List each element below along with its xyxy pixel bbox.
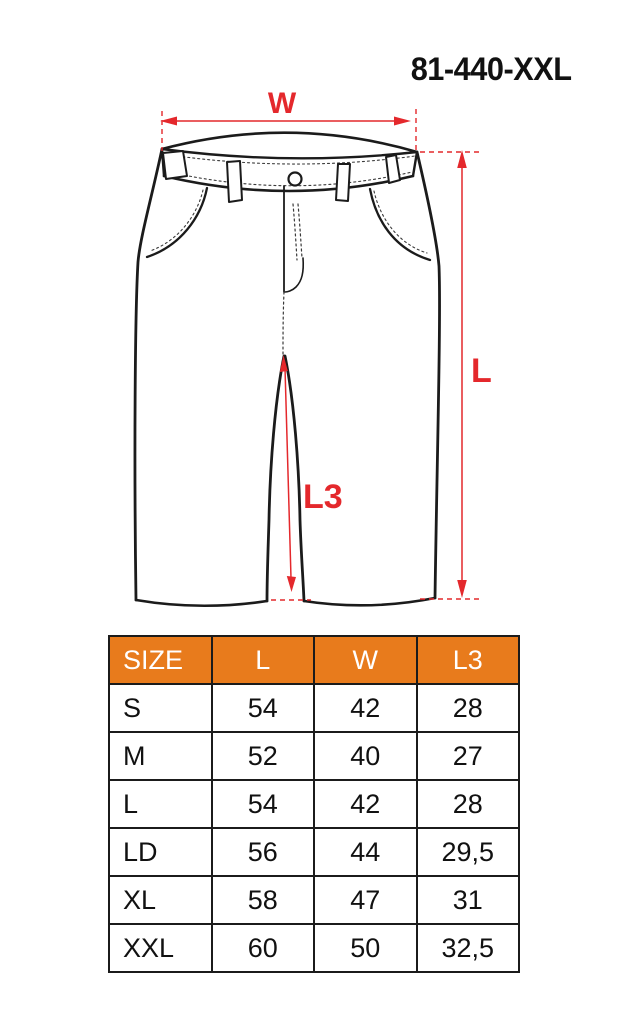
dimension-l-arrow [420, 150, 481, 600]
cell-w: 50 [313, 923, 418, 973]
cell-size: M [108, 731, 213, 781]
cell-l: 54 [210, 683, 315, 733]
dimension-w-arrow [160, 109, 417, 151]
size-table-header-w: W [313, 635, 418, 685]
size-table-container: SIZE L W L3 S 54 42 28 M 52 40 27 [108, 635, 520, 973]
size-table: SIZE L W L3 S 54 42 28 M 52 40 27 [108, 635, 520, 973]
cell-l3: 28 [415, 779, 520, 829]
belt-loops [162, 150, 401, 203]
length-dimension-label: L [471, 352, 492, 390]
inseam-dimension-label: L3 [303, 478, 343, 516]
shorts-diagram: W L L3 [133, 87, 492, 608]
cell-w: 42 [313, 683, 418, 733]
dimension-annotations [160, 109, 481, 601]
cell-l: 56 [210, 827, 315, 877]
width-dimension-label: W [268, 87, 297, 120]
cell-w: 44 [313, 827, 418, 877]
cell-size: S [108, 683, 213, 733]
cell-w: 47 [313, 875, 418, 925]
cell-l3: 28 [415, 683, 520, 733]
cell-w: 40 [313, 731, 418, 781]
size-table-header-l3: L3 [415, 635, 520, 685]
cell-size: XL [108, 875, 213, 925]
size-table-header-row: SIZE L W L3 [108, 635, 520, 685]
table-row-xxl: XXL 60 50 32,5 [108, 923, 520, 973]
table-row-m: M 52 40 27 [108, 731, 520, 781]
shorts-outline [133, 131, 441, 608]
product-code: 81-440-XXL [411, 51, 572, 87]
cell-l3: 27 [415, 731, 520, 781]
cell-size: XXL [108, 923, 213, 973]
table-row-l: L 54 42 28 [108, 779, 520, 829]
cell-w: 42 [313, 779, 418, 829]
size-table-header-size: SIZE [108, 635, 213, 685]
table-row-ld: LD 56 44 29,5 [108, 827, 520, 877]
cell-l: 52 [210, 731, 315, 781]
size-table-header-l: L [210, 635, 315, 685]
cell-l3: 32,5 [415, 923, 520, 973]
cell-size: L [108, 779, 213, 829]
cell-l: 58 [210, 875, 315, 925]
dimension-l3-arrow [271, 355, 311, 601]
cell-l: 54 [210, 779, 315, 829]
cell-l3: 31 [415, 875, 520, 925]
table-row-xl: XL 58 47 31 [108, 875, 520, 925]
cell-l: 60 [210, 923, 315, 973]
cell-l3: 29,5 [415, 827, 520, 877]
table-row-s: S 54 42 28 [108, 683, 520, 733]
cell-size: LD [108, 827, 213, 877]
button [287, 171, 303, 187]
